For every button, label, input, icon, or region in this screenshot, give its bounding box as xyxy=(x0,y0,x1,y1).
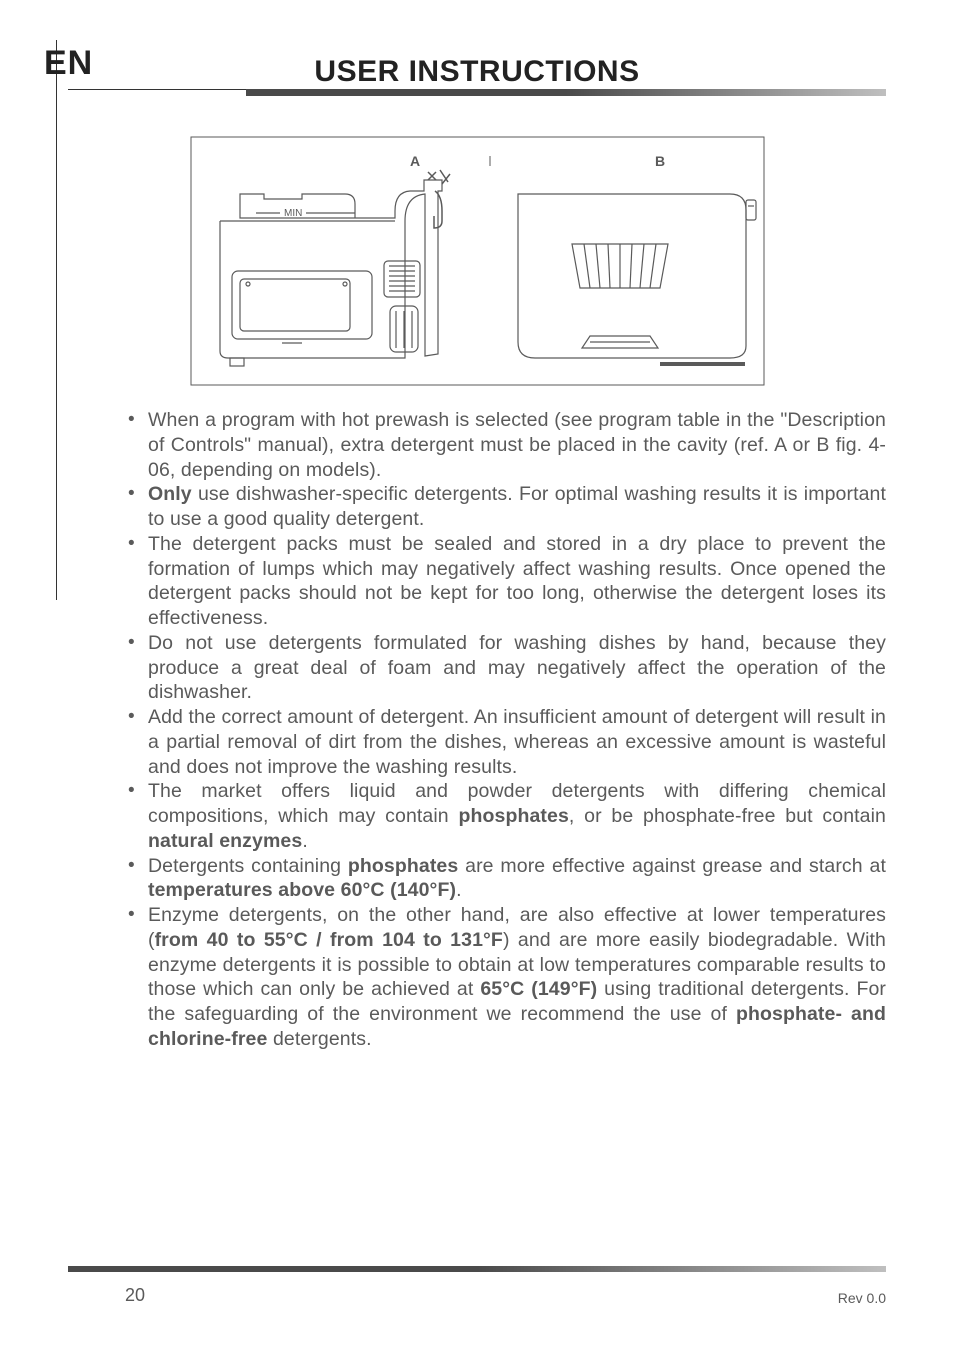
page-number: 20 xyxy=(125,1285,145,1306)
bullet-item: Enzyme detergents, on the other hand, ar… xyxy=(124,903,886,1052)
min-label: MIN xyxy=(284,208,302,219)
page: EN USER INSTRUCTIONS A B MIN xyxy=(0,0,954,1354)
dispenser-a: MIN xyxy=(220,170,450,366)
bullet-item: Do not use detergents formulated for was… xyxy=(124,631,886,705)
bullet-item: The detergent packs must be sealed and s… xyxy=(124,532,886,631)
vertical-rule xyxy=(56,40,57,600)
revision-label: Rev 0.0 xyxy=(838,1290,886,1306)
figure-label-a: A xyxy=(409,153,419,169)
bullet-list: When a program with hot prewash is selec… xyxy=(124,408,886,1052)
bullet-item: The market offers liquid and powder dete… xyxy=(124,779,886,853)
figure-4-06: A B MIN xyxy=(190,136,765,386)
figure-label-b: B xyxy=(654,153,664,169)
bullet-item: When a program with hot prewash is selec… xyxy=(124,408,886,482)
header: EN USER INSTRUCTIONS xyxy=(68,40,886,90)
bullet-item: Only use dishwasher-specific detergents.… xyxy=(124,482,886,532)
title-underline xyxy=(246,89,886,96)
page-title: USER INSTRUCTIONS xyxy=(68,55,886,89)
detergent-dispenser-diagram: A B MIN xyxy=(190,136,765,386)
title-container: USER INSTRUCTIONS xyxy=(68,55,886,89)
body-text: When a program with hot prewash is selec… xyxy=(68,408,886,1052)
bullet-item: Add the correct amount of detergent. An … xyxy=(124,705,886,779)
dispenser-b xyxy=(518,194,756,364)
bullet-item: Detergents containing phosphates are mor… xyxy=(124,854,886,904)
footer-rule xyxy=(68,1266,886,1272)
